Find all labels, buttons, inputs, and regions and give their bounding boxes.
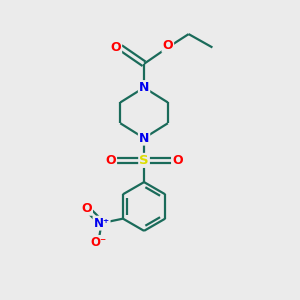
- Text: O: O: [81, 202, 92, 215]
- Text: N⁺: N⁺: [94, 217, 109, 230]
- Text: O: O: [163, 39, 173, 52]
- Text: O: O: [172, 154, 183, 167]
- Text: O: O: [110, 41, 121, 54]
- Text: N: N: [139, 81, 149, 94]
- Text: O: O: [106, 154, 116, 167]
- Text: N: N: [139, 132, 149, 145]
- Text: O⁻: O⁻: [91, 236, 107, 249]
- Text: S: S: [139, 154, 149, 167]
